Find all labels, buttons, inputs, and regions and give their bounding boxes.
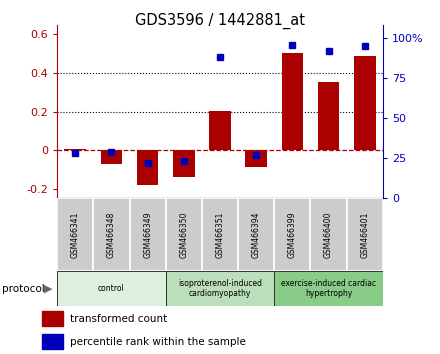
Text: GSM466351: GSM466351 xyxy=(216,211,224,258)
Bar xyxy=(347,198,383,271)
Bar xyxy=(173,150,194,177)
Text: GSM466348: GSM466348 xyxy=(107,211,116,258)
Text: GSM466350: GSM466350 xyxy=(180,211,188,258)
Text: GDS3596 / 1442881_at: GDS3596 / 1442881_at xyxy=(135,12,305,29)
Bar xyxy=(64,149,86,150)
Bar xyxy=(101,150,122,164)
Bar xyxy=(202,198,238,271)
Text: GSM466394: GSM466394 xyxy=(252,211,260,258)
Bar xyxy=(166,198,202,271)
Bar xyxy=(238,198,274,271)
Bar xyxy=(274,198,311,271)
Bar xyxy=(42,311,63,326)
Bar xyxy=(209,110,231,150)
Text: protocol: protocol xyxy=(2,284,45,293)
Text: control: control xyxy=(98,284,125,293)
Bar xyxy=(274,271,383,306)
Bar xyxy=(318,82,339,150)
Text: isoproterenol-induced
cardiomyopathy: isoproterenol-induced cardiomyopathy xyxy=(178,279,262,298)
Text: GSM466399: GSM466399 xyxy=(288,211,297,258)
Bar xyxy=(311,198,347,271)
Bar xyxy=(246,150,267,167)
Text: exercise-induced cardiac
hypertrophy: exercise-induced cardiac hypertrophy xyxy=(281,279,376,298)
Text: GSM466349: GSM466349 xyxy=(143,211,152,258)
Bar xyxy=(129,198,166,271)
Bar xyxy=(93,198,129,271)
Bar xyxy=(137,150,158,185)
Bar xyxy=(57,271,166,306)
Text: ▶: ▶ xyxy=(44,284,53,293)
Text: GSM466400: GSM466400 xyxy=(324,211,333,258)
Bar xyxy=(166,271,274,306)
Text: transformed count: transformed count xyxy=(70,314,167,324)
Text: GSM466401: GSM466401 xyxy=(360,211,369,258)
Bar xyxy=(42,334,63,349)
Bar xyxy=(57,198,93,271)
Bar xyxy=(354,56,376,150)
Text: GSM466341: GSM466341 xyxy=(71,211,80,258)
Bar xyxy=(282,53,303,150)
Text: percentile rank within the sample: percentile rank within the sample xyxy=(70,337,246,347)
